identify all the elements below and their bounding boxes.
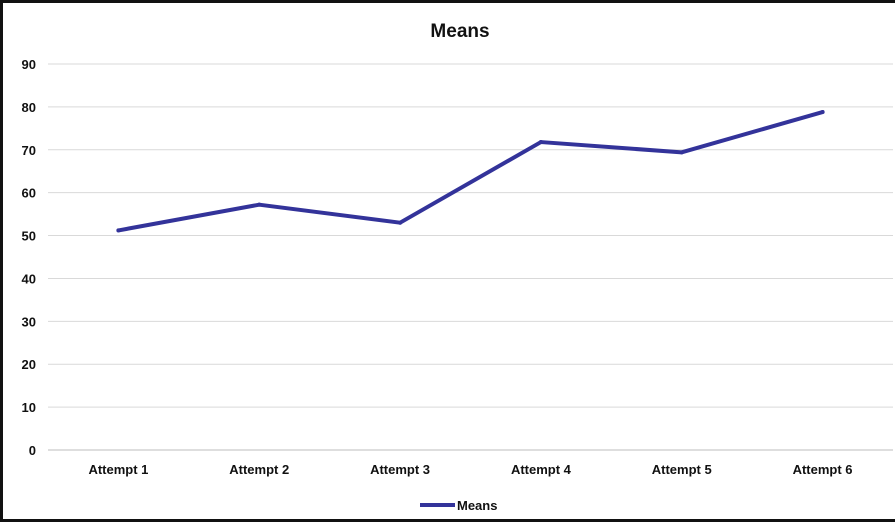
y-tick-label: 10 <box>22 400 36 415</box>
legend: Means <box>420 498 497 513</box>
series-line-means <box>116 110 825 233</box>
y-tick-label: 90 <box>22 57 36 72</box>
x-tick-label: Attempt 4 <box>511 462 572 477</box>
chart-title: Means <box>430 21 489 42</box>
y-tick-label: 0 <box>29 443 36 458</box>
y-tick-label: 40 <box>22 271 36 286</box>
y-tick-label: 80 <box>22 100 36 115</box>
y-tick-label: 20 <box>22 357 36 372</box>
series-lines <box>116 110 825 233</box>
x-tick-label: Attempt 3 <box>370 462 430 477</box>
data-point <box>820 110 825 115</box>
y-axis-ticks: 0 10 20 30 40 50 60 70 80 90 <box>22 57 36 458</box>
y-tick-label: 30 <box>22 314 36 329</box>
x-tick-label: Attempt 2 <box>229 462 289 477</box>
y-tick-label: 70 <box>22 143 36 158</box>
data-point <box>257 202 262 207</box>
data-point <box>679 150 684 155</box>
gridlines <box>48 63 893 451</box>
data-point <box>398 220 403 225</box>
y-tick-label: 60 <box>22 186 36 201</box>
x-tick-label: Attempt 6 <box>793 462 853 477</box>
x-axis-ticks: Attempt 1 Attempt 2 Attempt 3 Attempt 4 Atte… <box>88 462 852 477</box>
data-point <box>538 140 543 145</box>
data-point <box>116 228 121 233</box>
x-tick-label: Attempt 5 <box>652 462 712 477</box>
y-tick-label: 50 <box>22 229 36 244</box>
legend-label-means: Means <box>457 498 497 513</box>
x-tick-label: Attempt 1 <box>88 462 148 477</box>
